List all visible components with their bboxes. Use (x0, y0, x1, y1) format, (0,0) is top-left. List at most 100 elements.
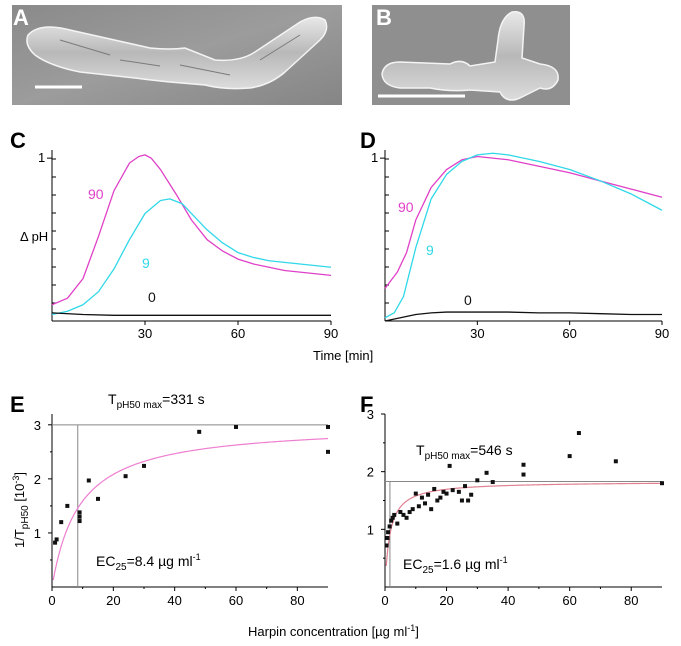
data-point (484, 470, 489, 475)
data-point (389, 518, 394, 523)
data-point (86, 478, 91, 483)
xtick-label: 60 (562, 326, 576, 341)
data-point (463, 484, 468, 489)
data-point (459, 498, 464, 503)
data-point (326, 424, 330, 429)
data-point (441, 489, 446, 494)
data-point (435, 498, 440, 503)
data-point (576, 431, 581, 436)
ylabel-c: Δ pH (20, 229, 48, 244)
series-line-0 (51, 312, 331, 316)
xtick-label: 60 (562, 593, 576, 608)
data-point (53, 540, 58, 545)
ytick-label: 2 (367, 465, 374, 480)
data-point (395, 521, 400, 526)
panel-label-d: D (360, 128, 376, 153)
ytick-label: 1 (367, 522, 374, 537)
micrograph-b (372, 5, 570, 105)
series-label-0: 0 (464, 292, 472, 308)
data-point (77, 519, 82, 524)
series-line-90 (384, 155, 663, 289)
annotation-ec-e: EC25=8.4 µg ml-1 (96, 552, 201, 573)
annotation-tmax-e: TpH50 max=331 s (108, 391, 205, 411)
data-point (432, 486, 437, 491)
fit-curve (385, 482, 663, 566)
data-point (398, 510, 403, 515)
data-point (450, 488, 455, 493)
series-line-9 (384, 152, 663, 319)
data-point (660, 481, 664, 486)
series-label-9: 9 (142, 255, 150, 271)
xtick-label: 20 (439, 593, 453, 608)
data-point (469, 492, 474, 497)
data-point (466, 498, 471, 503)
xtick-label: 20 (106, 593, 120, 608)
data-point (426, 492, 431, 497)
data-point (326, 449, 330, 454)
data-point (384, 543, 389, 548)
data-point (410, 507, 415, 512)
xtick-label: 80 (624, 593, 638, 608)
series-label-90: 90 (398, 199, 414, 215)
data-point (234, 424, 238, 429)
data-point (123, 474, 128, 479)
data-point (142, 463, 146, 468)
xtick-label: 0 (381, 593, 388, 608)
data-point (447, 463, 452, 468)
series-label-9: 9 (426, 242, 434, 258)
xtick-label: 60 (231, 326, 245, 341)
data-point (413, 491, 418, 496)
data-point (456, 489, 461, 494)
xtick-label: 60 (229, 593, 243, 608)
xtick-label: 90 (324, 326, 338, 341)
panel-label-e: E (10, 392, 25, 417)
xtick-label: 40 (167, 593, 181, 608)
data-point (392, 512, 397, 517)
series-label-0: 0 (148, 289, 156, 305)
data-point (419, 495, 424, 500)
ytick-label: 2 (34, 472, 41, 487)
annotation-tmax-f: TpH50 max=546 s (416, 442, 513, 462)
data-point (59, 520, 64, 525)
data-point (475, 478, 480, 483)
data-point (521, 462, 526, 467)
data-point (390, 515, 395, 520)
xtick-label: 40 (501, 593, 515, 608)
data-point (490, 480, 495, 485)
data-point (444, 491, 449, 496)
panel-label-b: B (376, 5, 392, 30)
data-point (567, 454, 572, 459)
data-point (438, 495, 443, 500)
data-point (77, 510, 82, 515)
data-point (385, 535, 390, 540)
data-point (429, 507, 434, 512)
data-point (521, 472, 526, 477)
data-point (65, 503, 70, 508)
panel-label-a: A (13, 5, 29, 30)
data-point (96, 496, 100, 501)
panel-e-chart: TpH50 max=331 s EC25=8.4 µg ml-1 1/TpH50… (11, 391, 330, 608)
panel-label-f: F (360, 392, 373, 417)
ylabel-e: 1/TpH50 [10-3] (11, 472, 31, 548)
data-point (401, 512, 406, 517)
xtick-label: 30 (470, 326, 484, 341)
data-point (77, 514, 82, 519)
series-line-0 (384, 311, 662, 322)
data-point (613, 459, 618, 464)
data-point (416, 504, 421, 509)
fit-curve (52, 437, 329, 581)
xtick-label: 0 (48, 593, 55, 608)
xtick-label: 90 (655, 326, 669, 341)
series-line-9 (51, 198, 332, 316)
series-label-90: 90 (88, 186, 104, 202)
xlabel-harpin: Harpin concentration [µg ml-1] (248, 623, 419, 639)
data-point (197, 429, 202, 434)
ytick-label: 3 (367, 407, 374, 422)
data-point (423, 501, 428, 506)
data-point (386, 530, 391, 535)
panel-label-c: C (10, 128, 26, 153)
data-point (407, 510, 412, 515)
